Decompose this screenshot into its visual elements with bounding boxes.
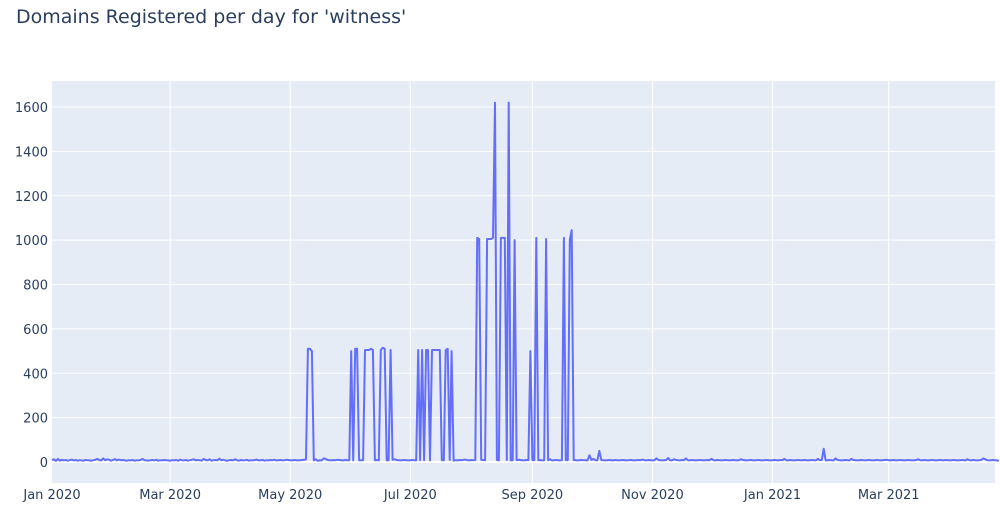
x-tick-label: Jul 2020	[383, 488, 437, 503]
y-tick-label: 1000	[15, 234, 48, 249]
x-tick-label: Sep 2020	[501, 488, 563, 503]
y-tick-label: 800	[23, 279, 48, 294]
x-tick-label: Nov 2020	[621, 488, 684, 503]
x-tick-label: Jan 2020	[22, 488, 80, 503]
x-axis-tick-labels: Jan 2020 Mar 2020 May 2020 Jul 2020 Sep 2020…	[22, 488, 919, 503]
x-tick-label: Mar 2020	[139, 488, 201, 503]
y-tick-label: 600	[23, 323, 48, 338]
y-axis-tick-labels: 0 200 400 600 800 1000 1200 1400 1600	[15, 101, 48, 471]
x-tick-label: Jan 2021	[743, 488, 801, 503]
y-tick-label: 0	[40, 456, 48, 471]
plot-area	[52, 81, 995, 483]
y-tick-label: 1200	[15, 190, 48, 205]
y-gridlines	[52, 106, 995, 463]
series-line-witness	[51, 101, 1000, 462]
x-tick-label: May 2020	[258, 488, 322, 503]
y-tick-label: 1400	[15, 145, 48, 160]
y-tick-label: 1600	[15, 101, 48, 116]
y-tick-label: 200	[23, 412, 48, 427]
chart-title: Domains Registered per day for 'witness'	[16, 6, 407, 28]
x-tick-label: Mar 2021	[858, 488, 920, 503]
y-tick-label: 400	[23, 367, 48, 382]
